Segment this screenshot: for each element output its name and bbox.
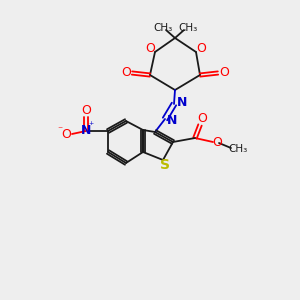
Text: CH₃: CH₃ — [153, 23, 172, 33]
Text: O: O — [145, 43, 155, 56]
Text: S: S — [160, 158, 170, 172]
Text: CH₃: CH₃ — [178, 23, 198, 33]
Text: O: O — [197, 112, 207, 124]
Text: ⁺: ⁺ — [88, 121, 94, 131]
Text: CH₃: CH₃ — [228, 144, 248, 154]
Text: O: O — [219, 67, 229, 80]
Text: O: O — [196, 43, 206, 56]
Text: N: N — [167, 113, 177, 127]
Text: O: O — [61, 128, 71, 142]
Text: ⁻: ⁻ — [57, 125, 63, 135]
Text: O: O — [212, 136, 222, 149]
Text: O: O — [121, 67, 131, 80]
Text: N: N — [81, 124, 91, 136]
Text: N: N — [177, 97, 187, 110]
Text: O: O — [81, 104, 91, 118]
